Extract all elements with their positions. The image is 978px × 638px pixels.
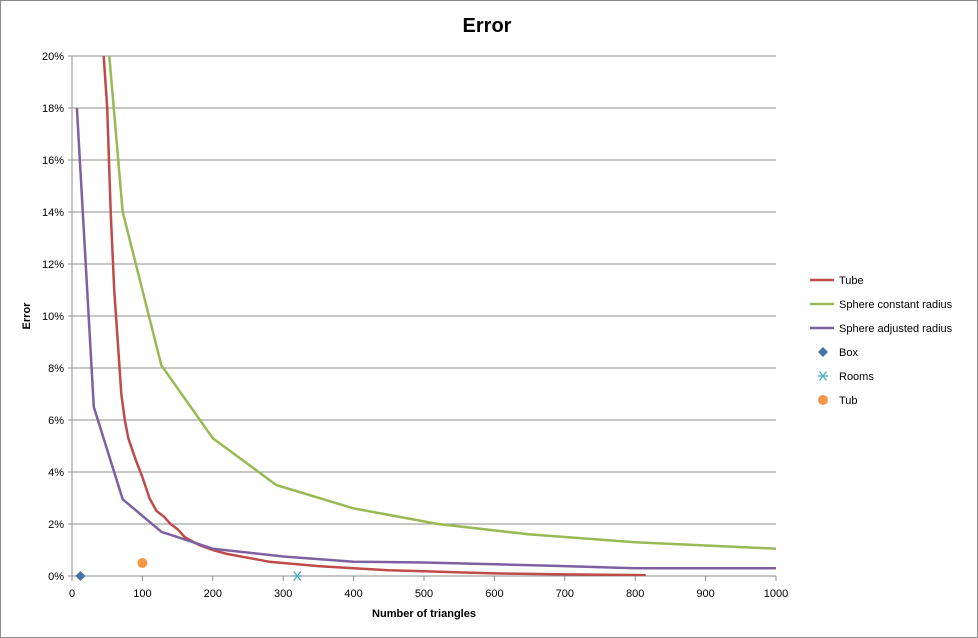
- legend: Tube Sphere constant radius Sphere adjuste…: [810, 275, 953, 407]
- y-axis-title: Error: [21, 302, 33, 330]
- y-tick-label: 8%: [48, 363, 64, 375]
- legend-label-rooms: Rooms: [839, 371, 874, 383]
- y-tick-label: 16%: [42, 155, 64, 167]
- series-line-sphere-adjusted-radius: [75, 107, 776, 570]
- legend-label-sphere-constant-radius: Sphere constant radius: [839, 299, 953, 311]
- axes: [68, 55, 777, 581]
- legend-label-tube: Tube: [839, 275, 864, 287]
- x-tick-label: 900: [696, 588, 714, 600]
- legend-swatch-rooms: [818, 371, 828, 381]
- x-tick-label: 700: [556, 588, 574, 600]
- y-tick-label: 4%: [48, 467, 64, 479]
- y-tick-label: 14%: [42, 207, 64, 219]
- x-axis-title: Number of triangles: [372, 608, 476, 620]
- x-tick-label: 800: [626, 588, 644, 600]
- tick-labels: 0% 2% 4% 6% 8% 10% 12% 14% 16% 18% 20% 0 100 200 300 40…: [42, 51, 788, 600]
- series-point-tub: [137, 558, 148, 568]
- legend-swatch-box: [818, 347, 828, 357]
- x-tick-label: 500: [415, 588, 433, 600]
- y-tick-label: 18%: [42, 103, 64, 115]
- legend-label-sphere-adjusted-radius: Sphere adjusted radius: [839, 323, 953, 335]
- y-tick-label: 10%: [42, 311, 64, 323]
- series-layer: [75, 56, 776, 581]
- y-tick-label: 6%: [48, 415, 64, 427]
- series-point-box: [75, 571, 86, 581]
- legend-label-tub: Tub: [839, 395, 858, 407]
- y-tick-label: 12%: [42, 259, 64, 271]
- x-tick-label: 600: [485, 588, 503, 600]
- series-line-sphere-constant-radius: [108, 56, 776, 550]
- x-tick-label: 1000: [764, 588, 788, 600]
- y-tick-label: 2%: [48, 519, 64, 531]
- legend-swatch-tub: [818, 395, 828, 405]
- legend-label-box: Box: [839, 347, 858, 359]
- y-tick-label: 20%: [42, 51, 64, 63]
- y-tick-label: 0%: [48, 571, 64, 583]
- grid-lines: [72, 55, 776, 525]
- x-tick-label: 200: [204, 588, 222, 600]
- x-tick-label: 0: [69, 588, 75, 600]
- x-tick-label: 300: [274, 588, 292, 600]
- chart-title: Error: [463, 15, 512, 37]
- series-point-rooms: [292, 571, 303, 581]
- x-tick-label: 100: [133, 588, 151, 600]
- x-tick-label: 400: [344, 588, 362, 600]
